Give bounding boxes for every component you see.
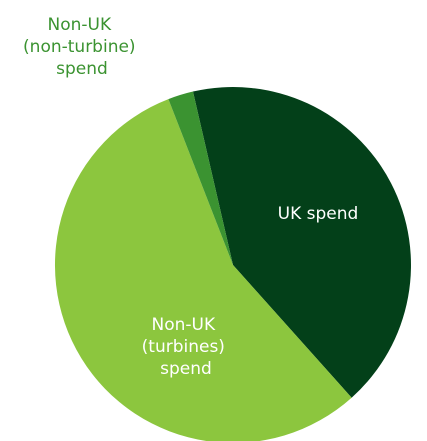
pie-slice-non-uk-turbines-spend [55, 99, 352, 441]
slice-label-non-uk-non-turbine-line3: spend [56, 59, 108, 79]
slice-label-non-uk-turbines-line2: (turbines) [142, 337, 225, 357]
slices-layer [55, 87, 411, 441]
slice-label-non-uk-turbines-line1: Non-UK [151, 315, 215, 335]
slice-label-non-uk-non-turbine: Non-UK (non-turbine) spend [23, 15, 141, 79]
pie-slice-uk-spend [192, 87, 411, 398]
pie-slice-non-uk-non-turbine-spend [168, 91, 233, 265]
slice-label-non-uk-non-turbine-line1: Non-UK [47, 15, 111, 35]
slice-label-non-uk-turbines-line3: spend [160, 359, 212, 379]
slice-label-non-uk-non-turbine-line2: (non-turbine) [23, 37, 136, 57]
slice-label-uk-spend: UK spend [278, 204, 359, 224]
labels-layer: UK spend Non-UK (turbines) spend Non-UK … [23, 15, 358, 379]
slice-label-non-uk-turbines: Non-UK (turbines) spend [142, 315, 231, 379]
